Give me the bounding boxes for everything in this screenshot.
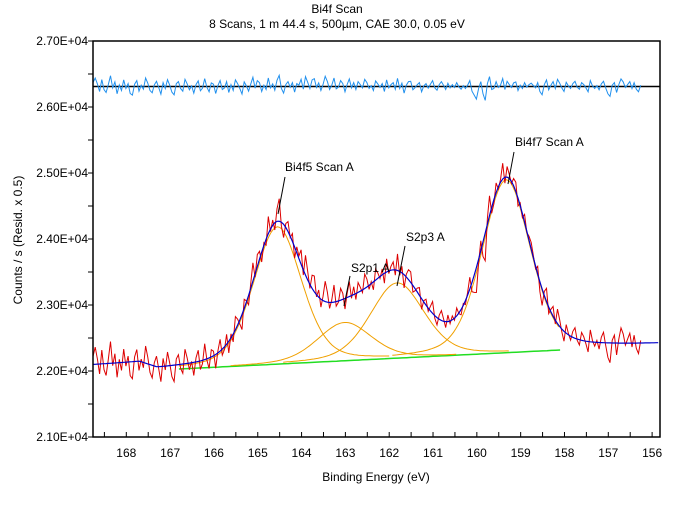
annotation-label: S2p1 A	[351, 261, 390, 275]
annotations: Bi4f5 Scan A S2p1 A S2p3 A Bi4f7 Scan A	[277, 135, 584, 307]
component-peak-3	[283, 282, 509, 363]
x-tick-label: 160	[467, 446, 487, 460]
y-tick-label: 2.30E+04	[36, 298, 88, 312]
x-tick-label: 158	[554, 446, 574, 460]
annotation-leader	[396, 245, 406, 287]
chart-subtitle: 8 Scans, 1 m 44.4 s, 500µm, CAE 30.0, 0.…	[209, 17, 465, 31]
annotation-label: Bi4f5 Scan A	[285, 160, 354, 174]
x-tick-label: 168	[116, 446, 136, 460]
x-tick-label: 164	[292, 446, 312, 460]
x-tick-label: 156	[642, 446, 662, 460]
raw-data-line	[92, 163, 642, 384]
x-tick-label: 165	[248, 446, 268, 460]
axes: 168 167 166 165 164 163 162 161 160 159 158 157 156 2…	[36, 34, 662, 460]
x-tick-label: 161	[423, 446, 443, 460]
y-tick-label: 2.60E+04	[36, 100, 88, 114]
x-tick-label: 167	[160, 446, 180, 460]
component-peak-4	[392, 179, 560, 356]
residual-line	[92, 73, 642, 101]
x-tick-label: 159	[511, 446, 531, 460]
plot-area	[92, 73, 660, 384]
annotation-leader	[277, 176, 286, 215]
envelope-fit-line	[92, 176, 659, 368]
background-line	[178, 349, 561, 370]
component-peak-1	[178, 226, 390, 367]
y-tick-label: 2.40E+04	[36, 232, 88, 246]
y-tick-label: 2.20E+04	[36, 364, 88, 378]
chart-title: Bi4f Scan	[311, 2, 363, 16]
plot-frame	[92, 40, 661, 438]
y-tick-label: 2.10E+04	[36, 430, 88, 444]
component-peak-2	[230, 322, 457, 367]
x-tick-label: 163	[335, 446, 355, 460]
y-tick-label: 2.50E+04	[36, 166, 88, 180]
annotation-leader	[507, 151, 515, 185]
x-axis-title: Binding Energy (eV)	[322, 470, 429, 484]
x-tick-label: 166	[204, 446, 224, 460]
x-tick-label: 162	[379, 446, 399, 460]
x-tick-label: 157	[598, 446, 618, 460]
y-tick-label: 2.70E+04	[36, 34, 88, 48]
annotation-leader	[343, 275, 351, 307]
y-axis-title: Counts / s (Resid. x 0.5)	[11, 176, 25, 305]
annotation-label: Bi4f7 Scan A	[515, 135, 584, 149]
annotation-label: S2p3 A	[406, 230, 445, 244]
